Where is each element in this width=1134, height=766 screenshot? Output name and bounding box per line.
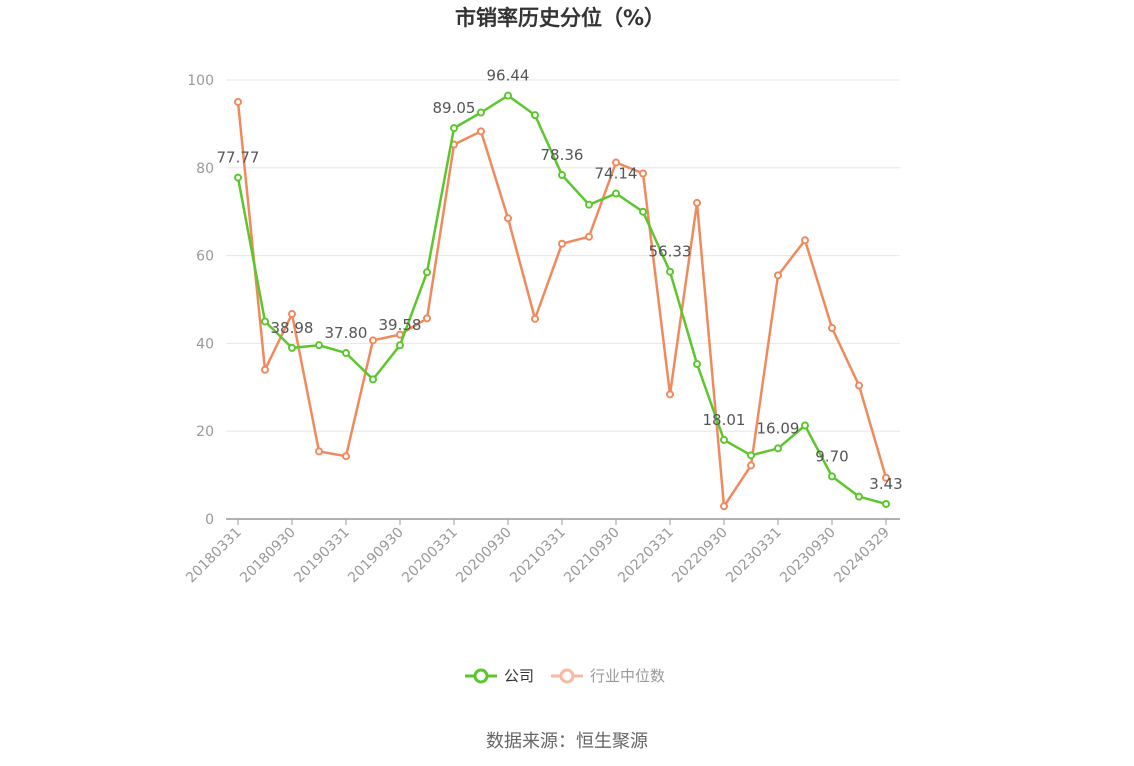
y-tick-label: 60 [196,249,214,265]
legend-item-company[interactable]: 公司 [465,667,534,685]
data-point[interactable] [531,111,539,120]
grid [226,79,900,432]
data-point[interactable] [639,207,647,216]
x-tick-label: 20180930 [237,525,299,587]
data-point[interactable] [585,232,593,241]
data-point[interactable] [801,236,809,245]
data-label: 56.33 [649,243,692,261]
data-point[interactable] [639,169,647,178]
data-label: 78.36 [541,146,584,164]
legend[interactable]: 公司 行业中位数 [465,667,665,685]
data-point[interactable] [369,336,377,345]
x-tick-label: 20240329 [831,525,893,587]
data-point[interactable] [234,97,242,106]
data-point[interactable] [882,499,890,508]
data-point[interactable] [828,472,836,481]
legend-company-marker-icon [473,668,489,684]
data-point[interactable] [747,461,755,470]
x-tick-label: 20190930 [345,525,407,587]
x-tick-label: 20230331 [723,525,785,587]
data-point[interactable] [288,343,296,352]
x-tick-label: 20230930 [777,525,839,587]
y-tick-label: 20 [196,424,214,440]
data-point[interactable] [342,452,350,461]
series-1 [234,97,890,511]
data-label: 38.98 [271,319,314,337]
x-tick-label: 20210930 [561,525,623,587]
data-point[interactable] [234,173,242,182]
data-point[interactable] [531,314,539,323]
data-label: 9.70 [815,447,848,465]
data-point[interactable] [558,170,566,179]
data-point[interactable] [315,447,323,456]
data-point[interactable] [720,435,728,444]
chart-title: 市销率历史分位（%） [455,6,665,30]
data-point[interactable] [558,239,566,248]
y-tick-label: 80 [196,161,214,177]
data-point[interactable] [612,189,620,198]
series-layer [234,91,890,511]
x-tick-label: 20180331 [183,525,245,587]
data-point[interactable] [612,158,620,167]
data-point[interactable] [693,360,701,369]
data-point[interactable] [396,341,404,350]
legend-industry-marker-icon [559,668,575,684]
source-note: 数据来源：恒生聚源 [486,731,648,752]
data-point[interactable] [315,341,323,350]
data-point[interactable] [828,324,836,333]
data-point[interactable] [477,108,485,117]
data-label: 3.43 [869,475,902,493]
data-label: 16.09 [757,419,800,437]
x-tick-label: 20220930 [669,525,731,587]
data-point[interactable] [855,492,863,501]
data-point[interactable] [855,381,863,390]
y-tick-label: 0 [205,512,214,528]
data-label: 89.05 [433,99,476,117]
data-point[interactable] [666,267,674,276]
data-point[interactable] [504,214,512,223]
data-point[interactable] [693,198,701,207]
data-point[interactable] [801,421,809,430]
data-point[interactable] [666,390,674,399]
data-labels: 77.77 38.98 37.80 39.58 89.05 96.44 78.36 74.14… [217,67,903,493]
data-point[interactable] [261,317,269,326]
data-point[interactable] [450,124,458,133]
data-point[interactable] [288,309,296,318]
data-point[interactable] [423,314,431,323]
data-label: 74.14 [595,165,638,183]
y-tick-label: 40 [196,336,214,352]
x-tick-label: 20200930 [453,525,515,587]
data-label: 77.77 [217,149,260,167]
data-point[interactable] [423,268,431,277]
x-tick-label: 20190331 [291,525,353,587]
data-point[interactable] [342,349,350,358]
x-tick-label: 20200331 [399,525,461,587]
data-point[interactable] [585,200,593,209]
series-0 [234,91,890,508]
data-point[interactable] [261,365,269,374]
data-point[interactable] [720,502,728,511]
legend-industry-label: 行业中位数 [590,667,665,685]
data-point[interactable] [504,91,512,100]
data-label: 39.58 [379,316,422,334]
legend-company-label: 公司 [504,667,534,685]
data-label: 96.44 [487,67,530,85]
data-label: 18.01 [703,411,746,429]
x-tick-label: 20210331 [507,525,569,587]
x-tick-label: 20220331 [615,525,677,587]
data-label: 37.80 [325,324,368,342]
data-point[interactable] [774,444,782,453]
legend-item-industry[interactable]: 行业中位数 [551,667,665,685]
data-point[interactable] [747,451,755,460]
data-point[interactable] [882,473,890,482]
y-tick-label: 100 [187,73,214,89]
data-point[interactable] [477,127,485,136]
data-point[interactable] [774,271,782,280]
data-point[interactable] [369,375,377,384]
